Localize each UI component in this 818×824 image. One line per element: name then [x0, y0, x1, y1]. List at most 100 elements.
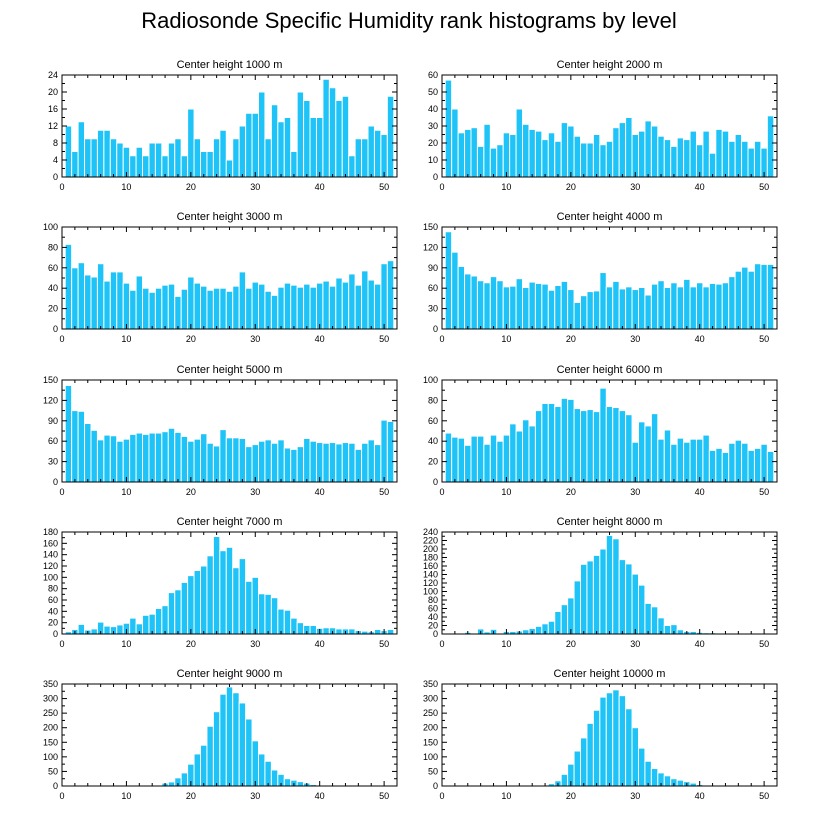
- y-tick-label: 20: [428, 138, 438, 148]
- histogram-bar: [605, 692, 614, 787]
- histogram-bar: [296, 781, 305, 787]
- y-tick-label: 300: [43, 694, 58, 704]
- histogram-bar: [245, 287, 253, 330]
- histogram-bar: [695, 438, 704, 483]
- histogram-bar: [554, 284, 562, 330]
- histogram-bar: [554, 140, 562, 178]
- histogram-bar: [586, 722, 594, 787]
- histogram-bar: [670, 443, 678, 483]
- histogram-bar: [502, 286, 511, 330]
- histogram-bar: [354, 448, 363, 483]
- histogram-bar: [367, 279, 375, 330]
- histogram-bar: [341, 281, 350, 330]
- histogram-bar: [283, 609, 292, 635]
- histogram-bar: [547, 132, 556, 178]
- histogram-bar: [580, 737, 588, 787]
- histogram-bar: [599, 387, 607, 483]
- histogram-bar: [502, 434, 511, 483]
- histogram-bar: [238, 558, 247, 635]
- y-tick-label: 150: [43, 375, 58, 385]
- histogram-bar: [380, 263, 388, 330]
- histogram-bar: [296, 446, 305, 483]
- histogram-bar: [251, 112, 259, 178]
- y-tick-label: 350: [423, 679, 438, 689]
- histogram-bar: [567, 289, 575, 330]
- histogram-bar: [154, 608, 163, 635]
- histogram-bar: [702, 130, 710, 178]
- histogram-bar: [270, 597, 279, 635]
- histogram-bar: [476, 280, 485, 330]
- histogram-bar: [103, 280, 111, 330]
- y-tick-label: 20: [428, 621, 438, 631]
- y-tick-label: 150: [43, 737, 58, 747]
- y-tick-label: 30: [428, 304, 438, 314]
- histogram-bar: [283, 447, 292, 483]
- histogram-bar: [348, 628, 356, 635]
- histogram-bar: [734, 270, 743, 330]
- histogram-bar: [599, 696, 607, 787]
- histogram-bar: [663, 625, 672, 635]
- histogram-bar: [206, 289, 214, 330]
- histogram-bar: [631, 727, 639, 787]
- histogram-bar: [257, 593, 266, 635]
- histogram-bar: [534, 625, 543, 635]
- x-tick-label: 40: [695, 182, 705, 192]
- y-tick-label: 120: [43, 561, 58, 571]
- histogram-bar: [335, 277, 343, 330]
- histogram-bar: [212, 445, 221, 483]
- histogram-bar: [309, 625, 317, 635]
- x-tick-label: 30: [250, 639, 260, 649]
- histogram-bar: [142, 614, 150, 635]
- histogram-panel: Center height 10000 m 0 10 20 30 40 50 0 50 100 15…: [423, 668, 778, 801]
- histogram-bar: [663, 287, 672, 330]
- histogram-bar: [264, 290, 272, 330]
- histogram-bar: [560, 604, 569, 635]
- y-tick-label: 240: [423, 527, 438, 537]
- histogram-bar: [650, 283, 659, 330]
- y-tick-label: 0: [433, 324, 438, 334]
- x-tick-label: 30: [250, 791, 260, 801]
- x-tick-label: 40: [695, 487, 705, 497]
- histogram-bar: [715, 447, 723, 483]
- histogram-bar: [560, 397, 569, 483]
- histogram-bar: [470, 127, 478, 178]
- histogram-bar: [451, 436, 459, 483]
- histogram-bar: [109, 271, 118, 330]
- histogram-bar: [683, 139, 691, 178]
- x-tick-label: 20: [566, 334, 576, 344]
- histogram-bar: [573, 580, 582, 635]
- histogram-bar: [161, 284, 169, 330]
- histogram-bar: [625, 414, 633, 483]
- histogram-bar: [264, 593, 272, 635]
- histogram-bar: [238, 702, 247, 787]
- histogram-bar: [592, 411, 601, 483]
- histogram-bar: [303, 283, 311, 330]
- histogram-bar: [348, 155, 356, 178]
- histogram-bar: [631, 573, 639, 635]
- histogram-bar: [135, 275, 144, 330]
- x-tick-label: 20: [186, 334, 196, 344]
- histogram-bar: [200, 744, 208, 787]
- histogram-bar: [708, 152, 717, 178]
- histogram-bar: [373, 129, 382, 178]
- histogram-bar: [657, 280, 665, 330]
- histogram-bar: [148, 291, 156, 330]
- histogram-bar: [747, 449, 755, 483]
- histogram-bar: [715, 283, 723, 330]
- panel-title: Center height 2000 m: [557, 59, 663, 71]
- histogram-bar: [322, 627, 330, 635]
- histogram-bar: [212, 287, 221, 330]
- histogram-bar: [90, 628, 98, 635]
- histogram-bar: [264, 439, 272, 483]
- histogram-bar: [586, 142, 594, 178]
- histogram-bar: [534, 130, 543, 178]
- panel-title: Center height 5000 m: [177, 364, 283, 376]
- y-tick-label: 0: [433, 172, 438, 182]
- histogram-bar: [174, 431, 182, 483]
- histogram-panel: Center height 9000 m 0 10 20 30 40 50 0 50 100 150…: [43, 668, 398, 801]
- x-tick-label: 20: [566, 791, 576, 801]
- y-tick-label: 200: [43, 723, 58, 733]
- x-tick-label: 10: [501, 334, 511, 344]
- x-tick-label: 0: [439, 791, 444, 801]
- histogram-bar: [264, 138, 272, 178]
